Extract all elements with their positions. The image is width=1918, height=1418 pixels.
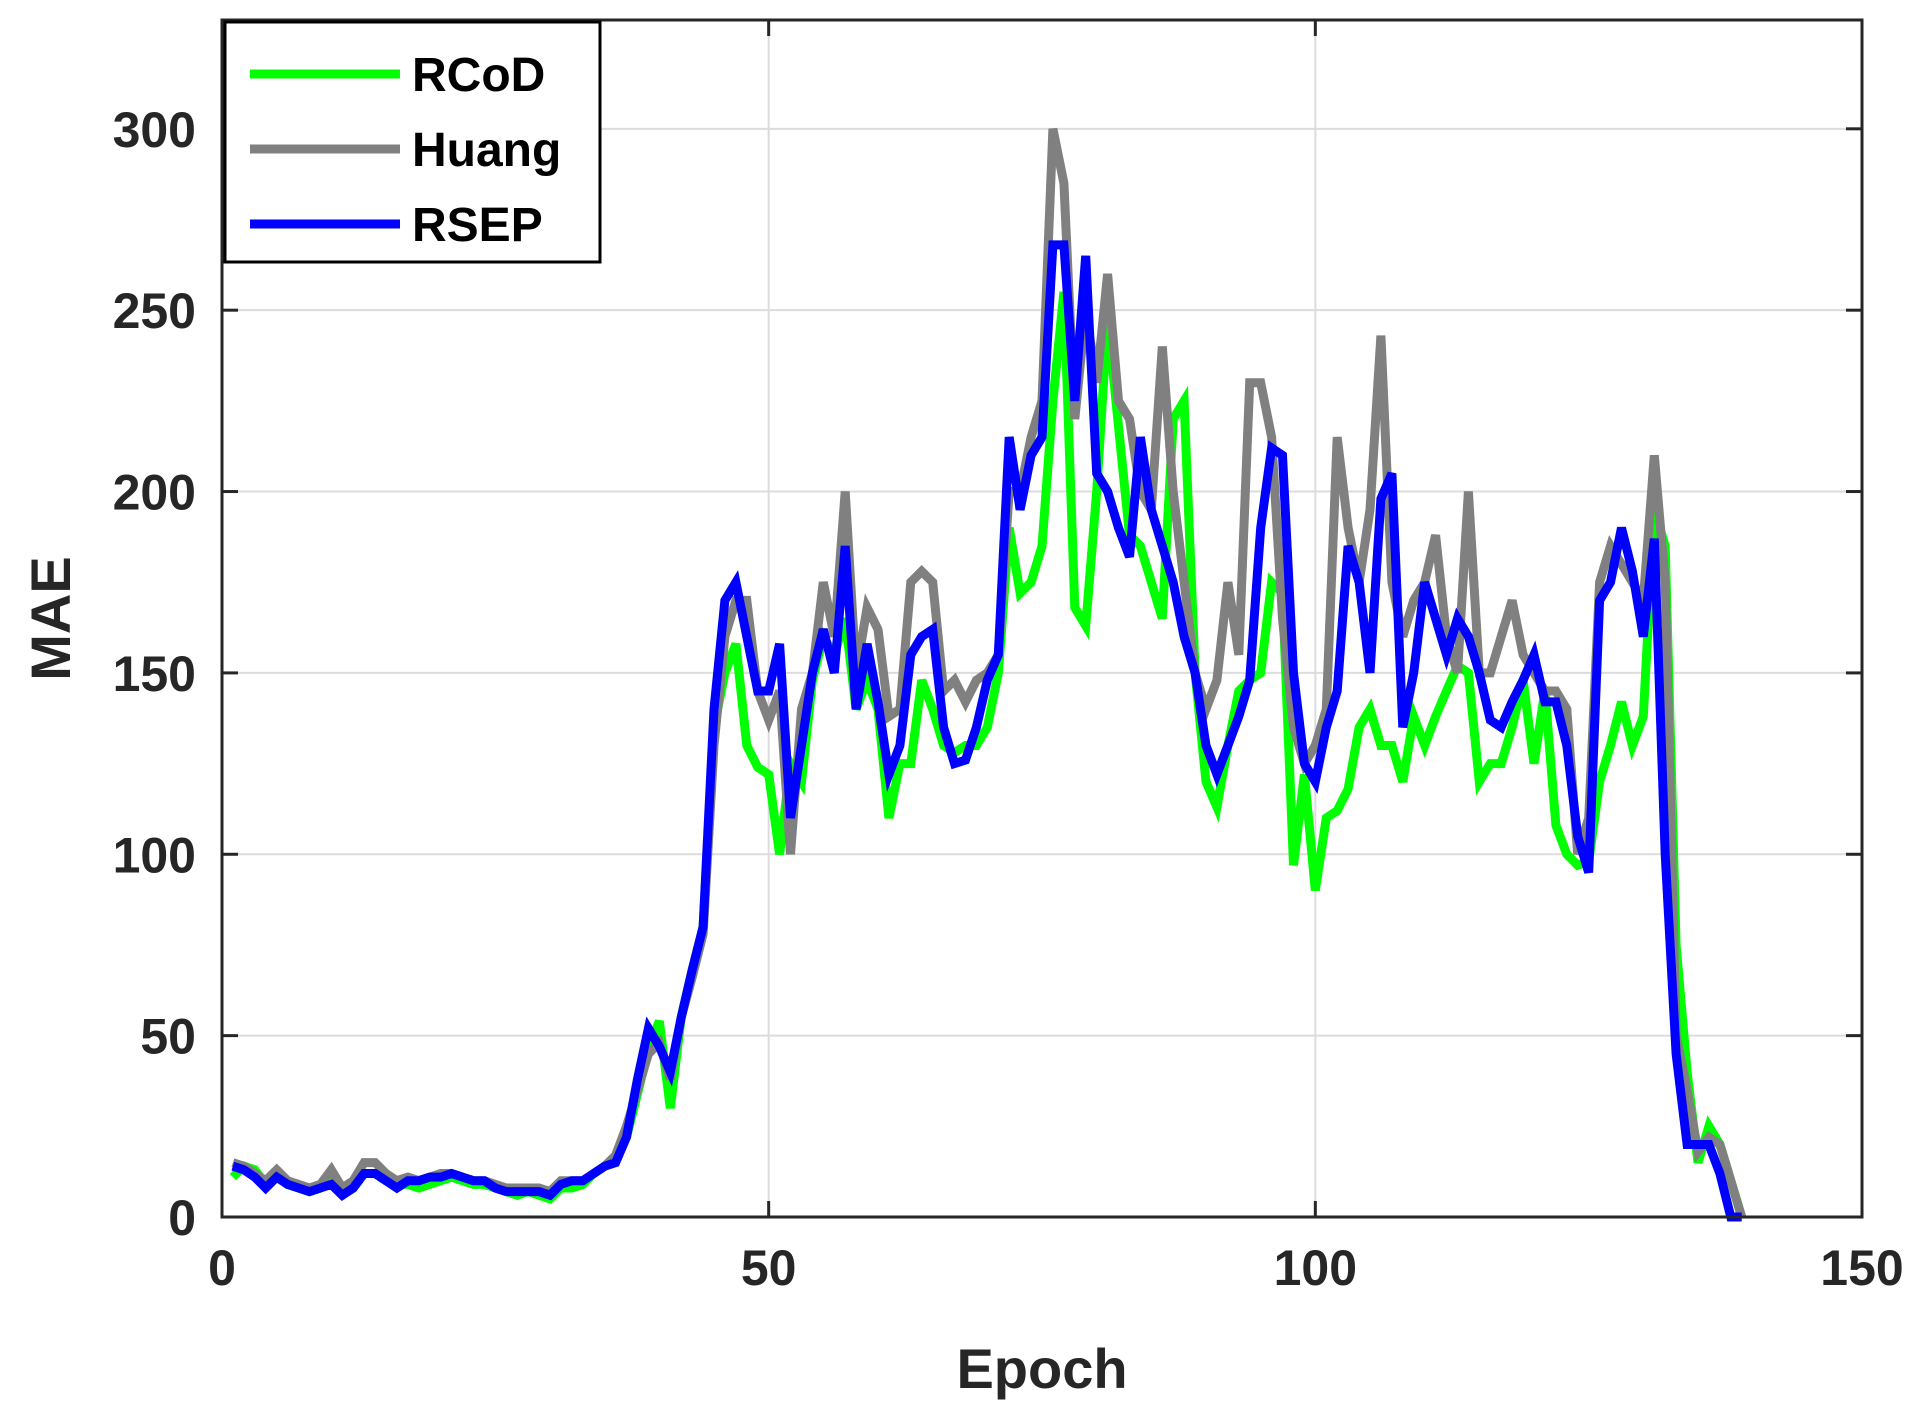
y-tick-label: 50: [140, 1009, 196, 1065]
legend-label-rsep: RSEP: [412, 199, 543, 252]
x-tick-label: 100: [1274, 1240, 1357, 1296]
y-axis-label: MAE: [19, 556, 82, 680]
legend: RCoD Huang RSEP: [223, 20, 602, 264]
x-tick-label: 0: [208, 1240, 236, 1296]
y-tick-label: 300: [113, 102, 196, 158]
legend-label-rcod: RCoD: [412, 49, 545, 102]
legend-label-huang: Huang: [412, 124, 561, 177]
series-lines: [229, 127, 1747, 1222]
x-axis-label: Epoch: [956, 1337, 1127, 1400]
y-tick-label: 150: [113, 646, 196, 702]
axis-ticks: 0 50 100 150 0 50 100 150 200 250 300: [113, 20, 1904, 1296]
x-tick-label: 50: [741, 1240, 797, 1296]
y-tick-label: 100: [113, 827, 196, 883]
y-tick-label: 250: [113, 283, 196, 339]
plot-area-frame: [220, 18, 1864, 1219]
series-line-rsep: [231, 240, 1742, 1222]
x-tick-label: 150: [1820, 1240, 1903, 1296]
y-tick-label: 0: [168, 1190, 196, 1246]
y-tick-label: 200: [113, 465, 196, 521]
